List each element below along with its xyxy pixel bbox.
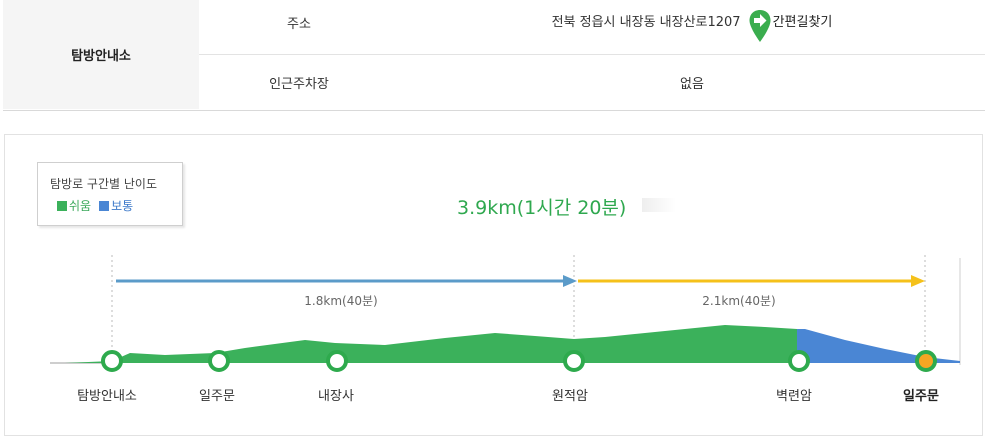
normal-swatch bbox=[99, 200, 110, 211]
address-row: 주소 전북 정읍시 내장동 내장산로1207 간편길찾기 bbox=[199, 0, 985, 55]
parking-row: 인근주차장 없음 bbox=[199, 55, 985, 109]
route-total: 3.9km(1시간 20분) bbox=[457, 197, 627, 219]
legend-item-normal: 보통 bbox=[99, 197, 133, 214]
parking-value: 없음 bbox=[680, 76, 704, 92]
easy-directions-label: 간편길찾기 bbox=[772, 15, 833, 30]
segment-1-label: 1.8km(40분) bbox=[304, 294, 378, 308]
legend-label-normal: 보통 bbox=[111, 199, 134, 213]
segment-2-label: 2.1km(40분) bbox=[702, 294, 776, 308]
easy-swatch bbox=[57, 200, 67, 211]
map-pin-arrow-icon bbox=[749, 10, 771, 42]
stop-label-1: 탐방안내소 bbox=[77, 389, 137, 404]
difficulty-legend: 탐방로 구간별 난이도 쉬움 보통 bbox=[37, 162, 183, 226]
legend-items: 쉬움 보통 bbox=[57, 197, 133, 214]
address-value-cell: 전북 정읍시 내장동 내장산로1207 간편길찾기 bbox=[399, 0, 985, 43]
parking-label: 인근주차장 bbox=[269, 76, 329, 92]
stop-marker-end bbox=[915, 350, 937, 372]
stop-marker-2 bbox=[208, 350, 230, 372]
segment-2-arrowhead bbox=[911, 275, 925, 287]
stop-label-5: 벽련암 bbox=[776, 389, 812, 404]
normal-terrain-area bbox=[797, 329, 960, 363]
stop-label-2: 일주문 bbox=[199, 389, 235, 404]
stop-marker-3 bbox=[326, 350, 348, 372]
legend-label-easy: 쉬움 bbox=[69, 199, 92, 213]
info-header: 탐방안내소 bbox=[3, 0, 199, 109]
address-label: 주소 bbox=[287, 17, 311, 32]
stop-marker-4 bbox=[563, 350, 585, 372]
trail-profile-panel: 탐방로 구간별 난이도 쉬움 보통 3.9km(1시간 20분) 1.8km(4… bbox=[4, 134, 983, 436]
stop-label-end: 일주문 bbox=[903, 389, 939, 404]
segment-1-arrowhead bbox=[563, 275, 577, 287]
address-group: 전북 정읍시 내장동 내장산로1207 간편길찾기 bbox=[551, 9, 833, 43]
easy-directions-link[interactable]: 간편길찾기 bbox=[749, 9, 833, 43]
stop-label-4: 원적암 bbox=[552, 389, 588, 404]
elevation-profile bbox=[50, 255, 961, 372]
stop-marker-5 bbox=[788, 350, 810, 372]
trail-info-table: 탐방안내소 주소 전북 정읍시 내장동 내장산로1207 간편길찾기 인근주차장… bbox=[3, 0, 985, 111]
address-text: 전북 정읍시 내장동 내장산로1207 bbox=[551, 15, 741, 30]
total-decoration bbox=[642, 198, 676, 212]
legend-item-easy: 쉬움 bbox=[57, 197, 91, 214]
stop-marker-1 bbox=[101, 350, 123, 372]
stop-label-3: 내장사 bbox=[318, 389, 354, 404]
legend-title: 탐방로 구간별 난이도 bbox=[50, 177, 157, 191]
easy-terrain-area bbox=[65, 325, 797, 363]
